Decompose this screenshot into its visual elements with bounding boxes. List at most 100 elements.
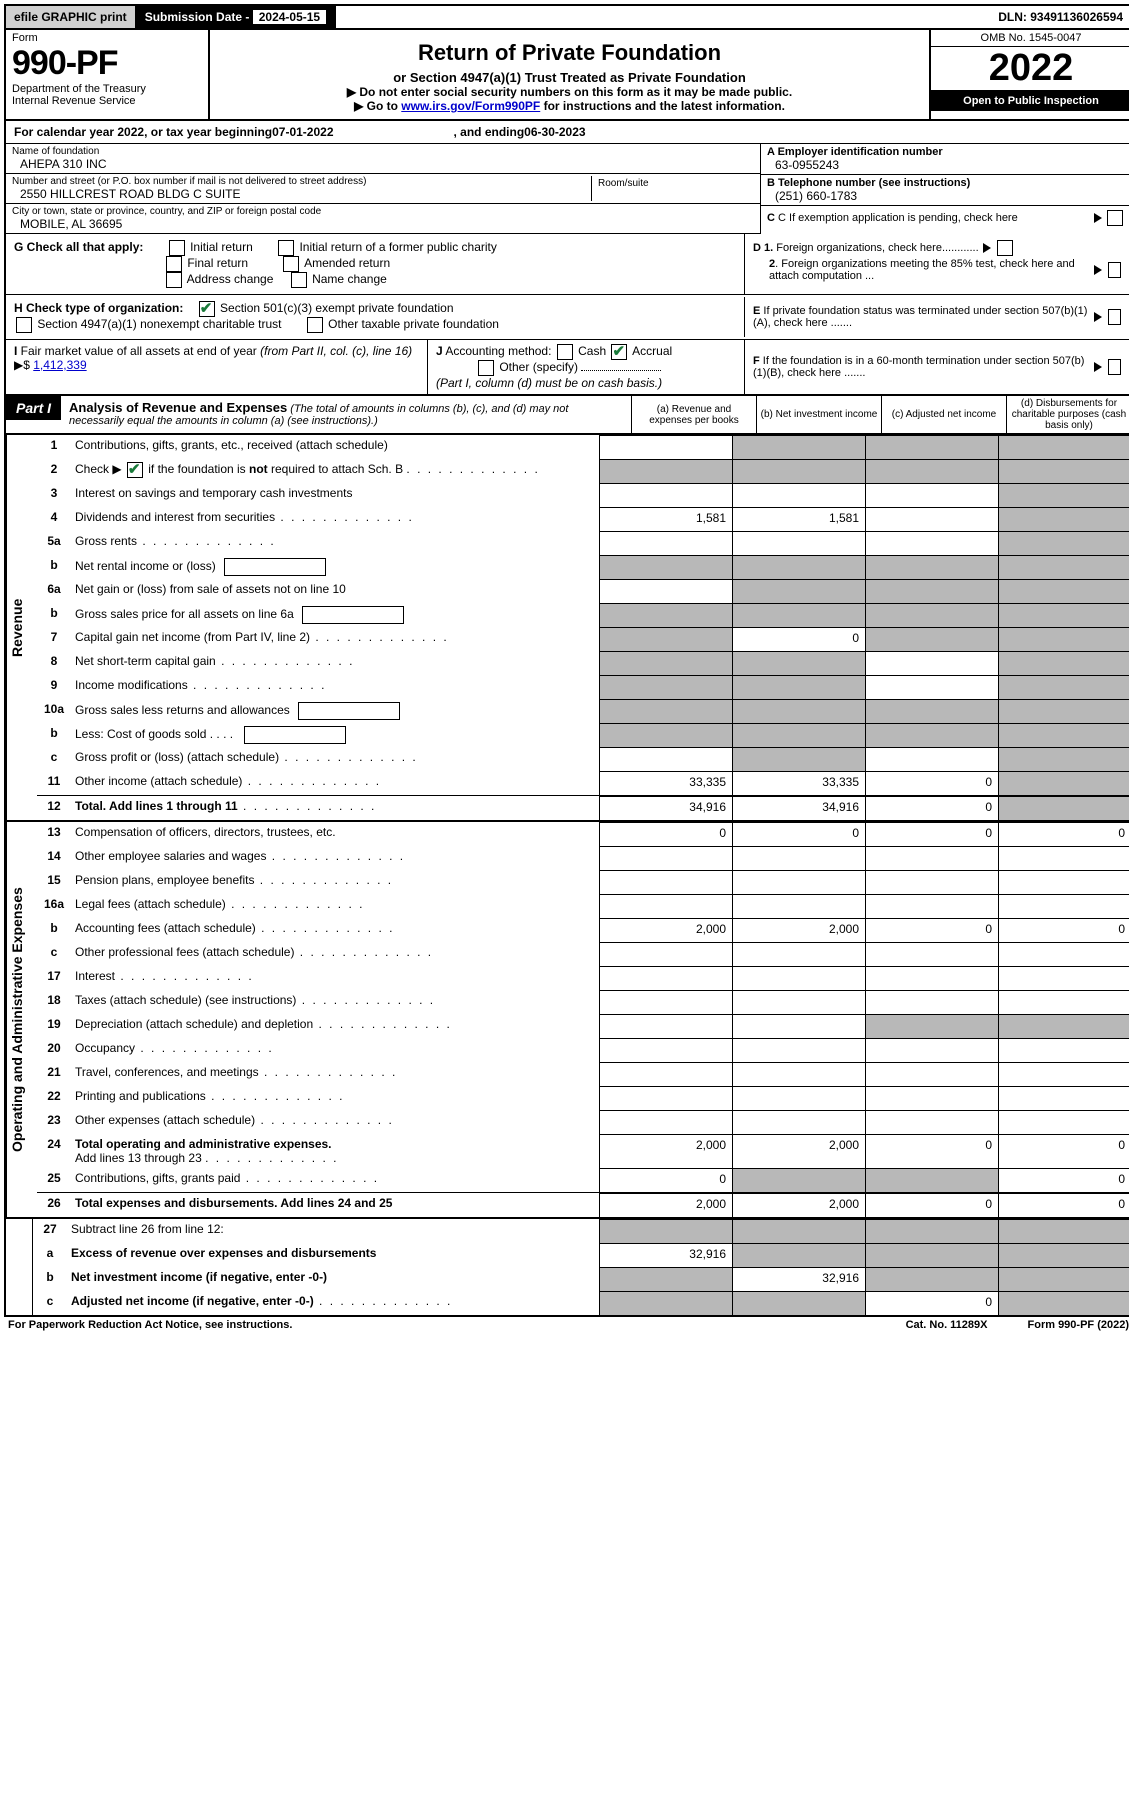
row-12: Total. Add lines 1 through 11 (71, 796, 599, 820)
form-label: Form (12, 32, 202, 44)
row-7: Capital gain net income (from Part IV, l… (71, 627, 599, 651)
expenses-side-label: Operating and Administrative Expenses (6, 822, 37, 1217)
col-b-header: (b) Net investment income (756, 396, 881, 433)
dln-number: DLN: 93491136026594 (990, 6, 1129, 28)
row-27a: Excess of revenue over expenses and disb… (67, 1243, 599, 1267)
exemption-checkbox[interactable] (1107, 210, 1123, 226)
form-subtitle: or Section 4947(a)(1) Trust Treated as P… (214, 70, 925, 85)
form-title-block: Return of Private Foundation or Section … (210, 30, 931, 119)
form-ref: Form 990-PF (2022) (1028, 1319, 1129, 1331)
row-8: Net short-term capital gain (71, 651, 599, 675)
row-16b: Accounting fees (attach schedule) (71, 918, 599, 942)
form-number-block: Form 990-PF Department of the Treasury I… (6, 30, 210, 119)
row-5b: Net rental income or (loss) (71, 555, 599, 579)
other-method-checkbox[interactable] (478, 360, 494, 376)
row-13: Compensation of officers, directors, tru… (71, 822, 599, 846)
col-c-header: (c) Adjusted net income (881, 396, 1006, 433)
501c3-checkbox[interactable] (199, 301, 215, 317)
row-10c: Gross profit or (loss) (attach schedule) (71, 747, 599, 771)
form-header: Form 990-PF Department of the Treasury I… (4, 30, 1129, 121)
row-23: Other expenses (attach schedule) (71, 1110, 599, 1134)
phone-cell: B Telephone number (see instructions) (2… (761, 175, 1129, 206)
revenue-table: Revenue 1Contributions, gifts, grants, e… (4, 435, 1129, 822)
row-17: Interest (71, 966, 599, 990)
revenue-side-label: Revenue (6, 435, 37, 820)
catalog-number: Cat. No. 11289X (906, 1319, 988, 1331)
e-checkbox[interactable] (1108, 309, 1121, 325)
instructions-link-line: ▶ Go to www.irs.gov/Form990PF for instru… (214, 99, 925, 113)
row-27c: Adjusted net income (if negative, enter … (67, 1291, 599, 1315)
d2-checkbox[interactable] (1108, 262, 1121, 278)
omb-number: OMB No. 1545-0047 (931, 30, 1129, 47)
submission-date-label: Submission Date - 2024-05-15 (137, 6, 336, 28)
tax-year-begin: 07-01-2022 (272, 125, 333, 139)
initial-former-checkbox[interactable] (278, 240, 294, 256)
name-change-checkbox[interactable] (291, 272, 307, 288)
fmv-link[interactable]: 1,412,339 (33, 358, 86, 372)
accrual-checkbox[interactable] (611, 344, 627, 360)
open-inspection: Open to Public Inspection (931, 91, 1129, 111)
part1-desc: Analysis of Revenue and Expenses (The to… (61, 396, 631, 433)
row-6a: Net gain or (loss) from sale of assets n… (71, 579, 599, 603)
row-2: Check ▶ if the foundation is not require… (71, 459, 599, 483)
amended-return-checkbox[interactable] (283, 256, 299, 272)
4947-checkbox[interactable] (16, 317, 32, 333)
row-10a: Gross sales less returns and allowances (71, 699, 599, 723)
h-e-row: H Check type of organization: Section 50… (4, 295, 1129, 340)
line-27-block: 27Subtract line 26 from line 12: aExcess… (4, 1219, 1129, 1317)
page-footer: For Paperwork Reduction Act Notice, see … (4, 1317, 1129, 1333)
address-change-checkbox[interactable] (166, 272, 182, 288)
part1-label: Part I (6, 396, 61, 420)
row-11: Other income (attach schedule) (71, 771, 599, 795)
tax-year: 2022 (931, 47, 1129, 91)
top-bar: efile GRAPHIC print Submission Date - 20… (4, 4, 1129, 30)
other-taxable-checkbox[interactable] (307, 317, 323, 333)
arrow-icon (1094, 362, 1102, 372)
d1-checkbox[interactable] (997, 240, 1013, 256)
d-section: D 1. Foreign organizations, check here..… (744, 234, 1129, 294)
arrow-icon (1094, 213, 1102, 223)
row-10b: Less: Cost of goods sold . . . . (71, 723, 599, 747)
row-20: Occupancy (71, 1038, 599, 1062)
row-3: Interest on savings and temporary cash i… (71, 483, 599, 507)
col-d-header: (d) Disbursements for charitable purpose… (1006, 396, 1129, 433)
efile-print-button[interactable]: efile GRAPHIC print (6, 6, 137, 28)
arrow-icon (983, 243, 991, 253)
tax-year-end: 06-30-2023 (524, 125, 585, 139)
ein-cell: A Employer identification number 63-0955… (761, 144, 1129, 175)
row-25: Contributions, gifts, grants paid (71, 1168, 599, 1192)
instructions-link[interactable]: www.irs.gov/Form990PF (401, 99, 540, 113)
row-27: Subtract line 26 from line 12: (67, 1219, 599, 1243)
cash-checkbox[interactable] (557, 344, 573, 360)
foundation-name-cell: Name of foundation AHEPA 310 INC (6, 144, 760, 174)
arrow-icon (1094, 312, 1102, 322)
city-state-zip: MOBILE, AL 36695 (12, 217, 754, 231)
row-14: Other employee salaries and wages (71, 846, 599, 870)
h-section: H Check type of organization: Section 50… (6, 295, 744, 339)
row-19: Depreciation (attach schedule) and deple… (71, 1014, 599, 1038)
irs-label: Internal Revenue Service (12, 95, 202, 107)
entity-info: Name of foundation AHEPA 310 INC Number … (4, 144, 1129, 234)
initial-return-checkbox[interactable] (169, 240, 185, 256)
form-title: Return of Private Foundation (214, 40, 925, 66)
row-16c: Other professional fees (attach schedule… (71, 942, 599, 966)
row-22: Printing and publications (71, 1086, 599, 1110)
city-cell: City or town, state or province, country… (6, 204, 760, 234)
row-26: Total expenses and disbursements. Add li… (71, 1193, 599, 1217)
row-5a: Gross rents (71, 531, 599, 555)
row-18: Taxes (attach schedule) (see instruction… (71, 990, 599, 1014)
col-a-header: (a) Revenue and expenses per books (631, 396, 756, 433)
final-return-checkbox[interactable] (166, 256, 182, 272)
row-24: Total operating and administrative expen… (71, 1134, 599, 1168)
schb-checkbox[interactable] (127, 462, 143, 478)
row-27b: Net investment income (if negative, ente… (67, 1267, 599, 1291)
f-checkbox[interactable] (1108, 359, 1121, 375)
omb-year-block: OMB No. 1545-0047 2022 Open to Public In… (931, 30, 1129, 119)
form-number: 990-PF (12, 44, 202, 83)
j-section: J Accounting method: Cash Accrual Other … (428, 340, 745, 394)
i-j-f-row: I Fair market value of all assets at end… (4, 340, 1129, 396)
dept-treasury: Department of the Treasury (12, 83, 202, 95)
part1-header: Part I Analysis of Revenue and Expenses … (4, 396, 1129, 435)
foundation-name: AHEPA 310 INC (12, 157, 754, 171)
ssn-warning: ▶ Do not enter social security numbers o… (214, 85, 925, 99)
